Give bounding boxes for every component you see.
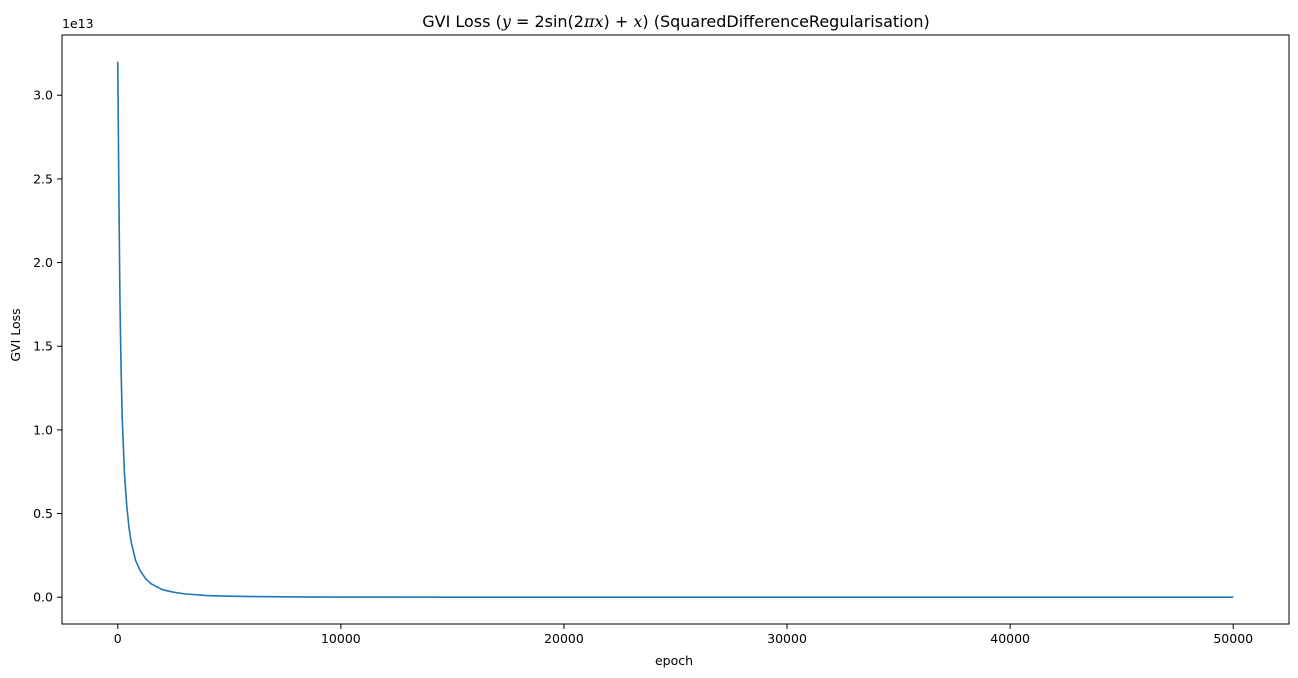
x-axis-label: epoch — [655, 653, 693, 668]
x-tick-label: 50000 — [1213, 631, 1253, 646]
x-tick-label: 0 — [114, 631, 122, 646]
y-tick-label: 0.0 — [33, 590, 53, 605]
y-axis-label: GVI Loss — [8, 308, 23, 361]
x-tick-label: 30000 — [767, 631, 807, 646]
y-tick-label: 0.5 — [33, 506, 53, 521]
x-tick-label: 20000 — [544, 631, 584, 646]
y-tick-label: 3.0 — [33, 88, 53, 103]
y-tick-label: 1.0 — [33, 422, 53, 437]
plot-area-frame — [61, 34, 1290, 625]
x-tick-label: 40000 — [990, 631, 1030, 646]
x-axis-ticks: 0 10000 20000 30000 40000 50000 — [114, 624, 1253, 646]
y-axis-ticks: 0.0 0.5 1.0 1.5 2.0 2.5 3.0 — [33, 88, 62, 605]
loss-series-line — [116, 61, 1234, 599]
chart-title: GVI Loss (y = 2sin(2πx) + x) (SquaredDif… — [422, 12, 930, 31]
x-tick-label: 10000 — [321, 631, 361, 646]
y-tick-label: 1.5 — [33, 339, 53, 354]
y-tick-label: 2.5 — [33, 171, 53, 186]
y-offset-label: 1e13 — [62, 16, 94, 31]
y-tick-label: 2.0 — [33, 255, 53, 270]
